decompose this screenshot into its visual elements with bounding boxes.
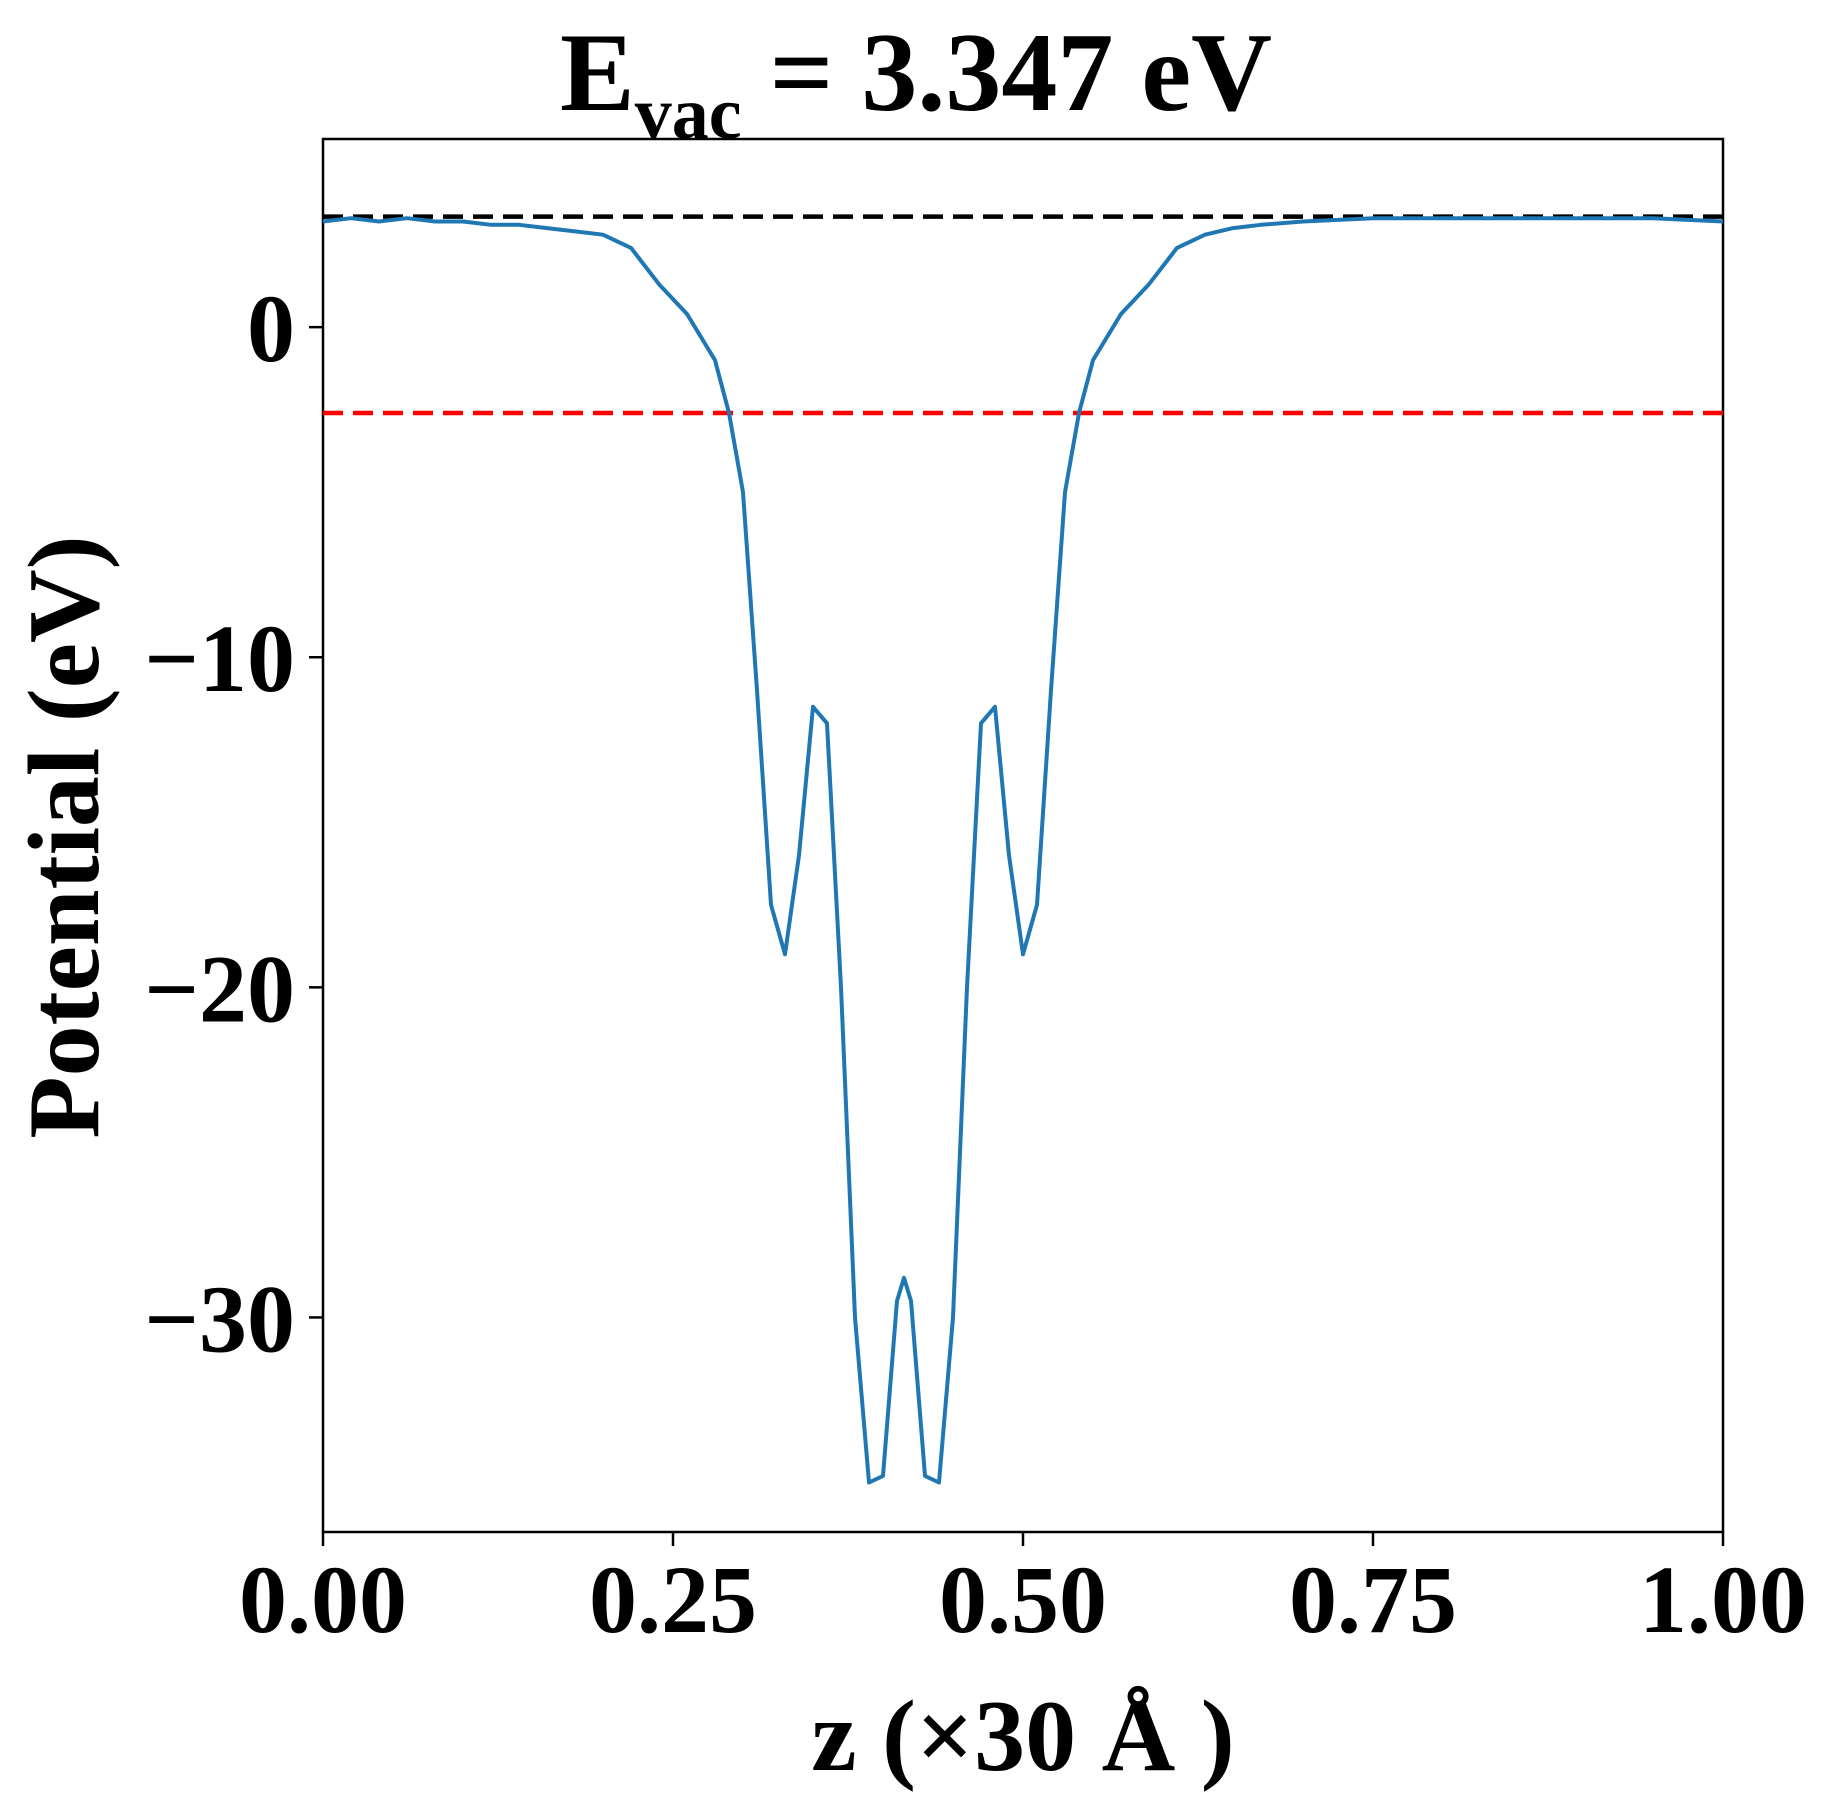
- y-axis-label: Potential (eV): [8, 535, 121, 1138]
- x-axis-label: z (×30 Å ): [811, 1680, 1235, 1793]
- plot-frame: [321, 137, 1725, 1534]
- x-tick-label: 0.25: [589, 1546, 757, 1653]
- x-tick-label: 0.00: [239, 1546, 407, 1653]
- x-tick-label: 0.50: [939, 1546, 1107, 1653]
- y-tick-label: −10: [144, 605, 295, 712]
- series-layer: [322, 216, 1724, 1485]
- title-main: E: [560, 11, 635, 135]
- x-tick-label: 1.00: [1639, 1546, 1807, 1653]
- reference-lines: [323, 214, 1723, 416]
- y-tick-label: −20: [144, 935, 295, 1042]
- x-tick-label: 0.75: [1289, 1546, 1457, 1653]
- y-tick-label: −30: [144, 1265, 295, 1372]
- title-rest: = 3.347 eV: [742, 11, 1272, 135]
- title-subscript: vac: [635, 73, 742, 155]
- x-axis-ticks: 0.00 0.25 0.50 0.75 1.00: [239, 1532, 1807, 1653]
- y-axis-ticks: 0 −10 −20 −30: [144, 275, 323, 1372]
- y-tick-label: 0: [247, 275, 295, 382]
- series-line-0: [322, 216, 1724, 1485]
- chart-title: Evac = 3.347 eV: [560, 11, 1272, 155]
